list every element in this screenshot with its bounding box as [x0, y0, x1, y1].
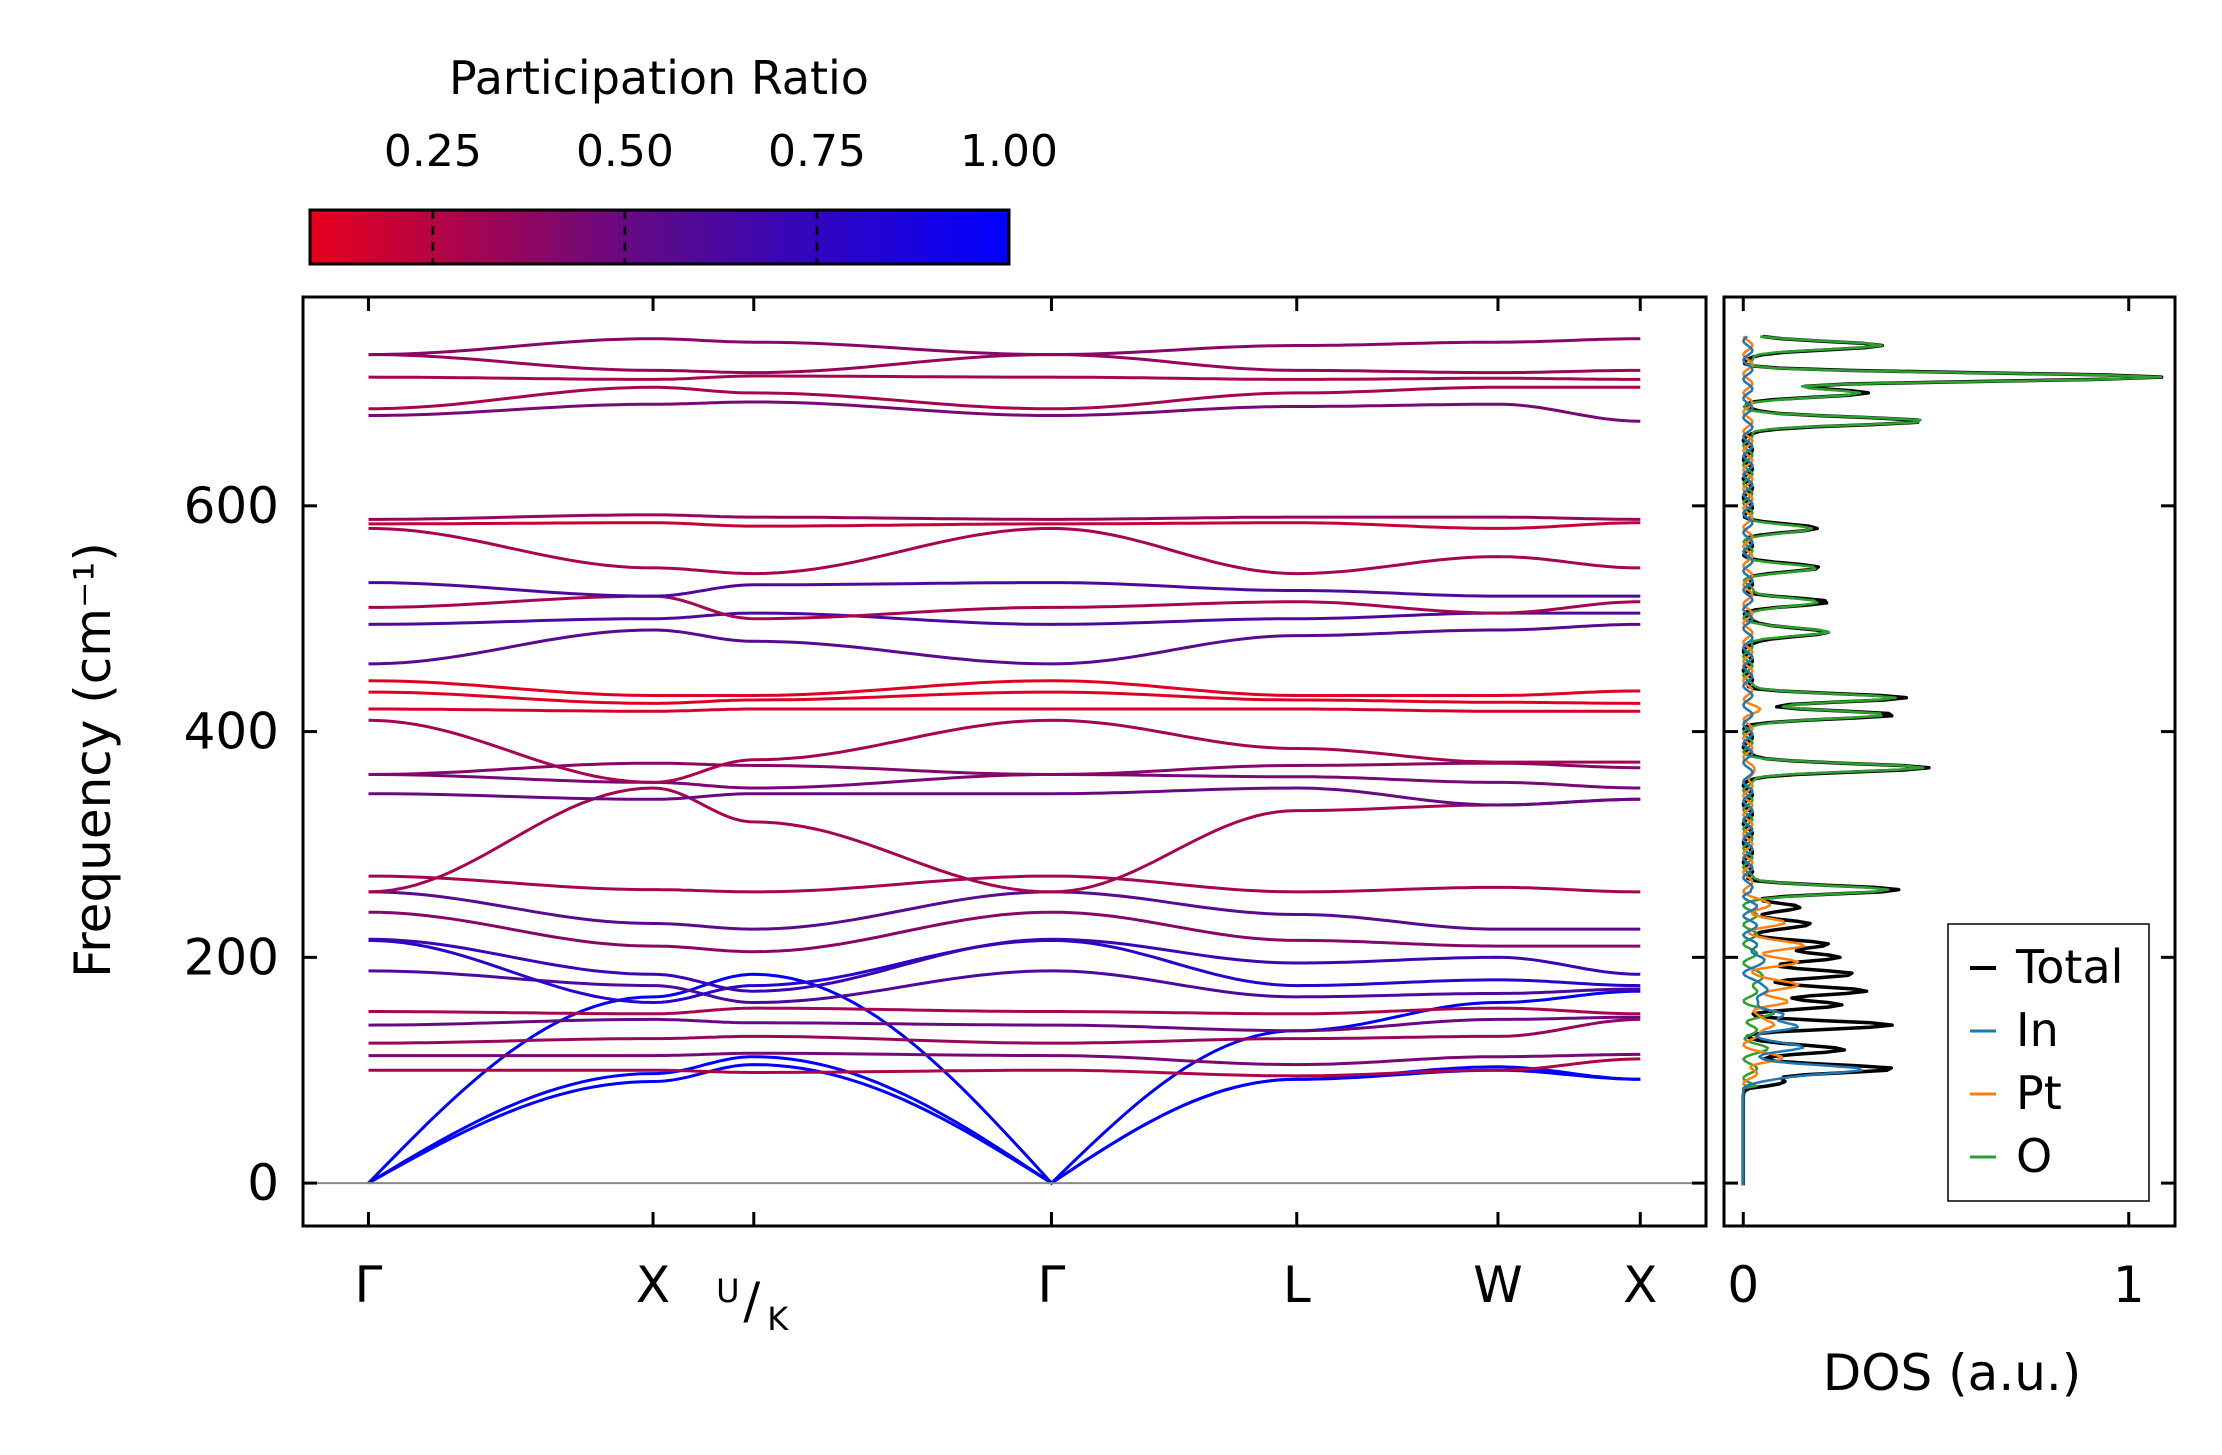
band-y-tick-label: 200 — [184, 928, 279, 986]
colorbar-ticks — [431, 210, 819, 264]
phonon-band-band-24 — [368, 611, 1641, 626]
colorbar-tick-label: 0.75 — [768, 126, 866, 177]
colorbar-gradient — [308, 208, 1011, 266]
dos-x-tick-label: 0 — [1727, 1256, 1759, 1314]
colorbar-tick-label: 1.00 — [960, 126, 1058, 177]
kpoint-label: X — [1623, 1256, 1657, 1314]
phonon-band-band-6 — [368, 1017, 1641, 1045]
phonon-band-band-11 — [368, 937, 1641, 993]
kpoint-label: Γ — [1038, 1256, 1066, 1314]
band-y-tick-label: 0 — [247, 1154, 279, 1212]
phonon-band-band-13 — [368, 890, 1641, 931]
phonon-band-band-4 — [368, 1057, 1641, 1078]
legend-label-o: O — [2016, 1129, 2052, 1183]
legend-label-pt: Pt — [2016, 1066, 2062, 1120]
kpoint-label: Γ — [355, 1256, 383, 1314]
colorbar-tick-labels: 0.25 0.50 0.75 1.00 — [384, 126, 1058, 177]
legend-label-in: In — [2016, 1003, 2059, 1057]
phonon-band-band-7 — [368, 1015, 1641, 1033]
band-y-tick-label: 600 — [184, 477, 279, 535]
colorbar-tick-label: 0.25 — [384, 126, 482, 177]
band-lines — [367, 337, 1641, 1186]
colorbar-title: Participation Ratio — [449, 51, 869, 105]
dos-lines — [1741, 334, 2164, 1186]
phonon-band-band-30 — [368, 400, 1641, 423]
phonon-band-band-33 — [368, 353, 1641, 375]
phonon-band-band-31 — [368, 385, 1641, 411]
phonon-band-band-12 — [368, 910, 1641, 954]
colorbar: Participation Ratio 0.25 0.50 0.75 1.00 — [308, 51, 1058, 266]
dos-legend: Total In Pt O — [1947, 923, 2150, 1202]
kpoint-label-slash: / — [743, 1272, 760, 1330]
phonon-band-band-32 — [368, 374, 1641, 381]
legend-items: Total In Pt O — [1970, 940, 2123, 1183]
phonon-band-band-29 — [368, 513, 1641, 521]
phonon-band-band-5 — [368, 1051, 1641, 1067]
kpoint-label-u: U — [716, 1272, 739, 1310]
phonon-band-band-16 — [368, 786, 1641, 807]
band-y-axis-label: Frequency (cm⁻¹) — [64, 542, 122, 978]
dos-line-pt — [1742, 335, 1806, 1186]
dos-y-ticks — [1724, 504, 2175, 1185]
phonon-band-band-8 — [368, 1006, 1641, 1016]
phonon-band-band-18 — [368, 761, 1641, 777]
band-axes-frame — [301, 295, 1708, 1228]
dos-x-tick-label: 1 — [2113, 1256, 2145, 1314]
band-y-ticks: 0 200 400 600 — [184, 477, 1706, 1212]
phonon-band-band-27 — [368, 526, 1641, 576]
legend-frame — [1947, 923, 2150, 1202]
phonon-band-band-26 — [368, 581, 1641, 598]
kpoint-label: W — [1473, 1256, 1522, 1314]
kpoint-label: L — [1283, 1256, 1311, 1314]
phonon-band-band-21 — [368, 690, 1641, 705]
phonon-band-band-28 — [368, 521, 1641, 530]
band-structure-panel: 0 200 400 600 Γ X U / K Γ L W X Frequency (cm⁻¹) — [64, 295, 1708, 1338]
legend-label-total: Total — [2015, 940, 2123, 994]
band-x-ticks: Γ X U / K Γ L W X — [355, 297, 1657, 1338]
phonon-band-band-17 — [368, 773, 1641, 790]
kpoint-label-uk: U / K — [716, 1272, 789, 1338]
phonon-band-band-20 — [368, 707, 1641, 713]
dos-line-o — [1742, 335, 2163, 1186]
phonon-band-band-19 — [368, 718, 1641, 784]
dos-axes-frame — [1722, 295, 2177, 1228]
phonon-band-acoustic-1 — [367, 1063, 1641, 1185]
phonon-band-band-22 — [368, 679, 1641, 697]
dos-line-in — [1742, 335, 1864, 1186]
colorbar-tick-label: 0.50 — [576, 126, 674, 177]
band-y-tick-label: 400 — [184, 703, 279, 761]
dos-x-axis-label: DOS (a.u.) — [1823, 1344, 2082, 1402]
phonon-band-band-23 — [368, 622, 1641, 666]
phonon-band-band-14 — [368, 874, 1641, 894]
kpoint-label-k: K — [767, 1300, 789, 1338]
phonon-band-band-34 — [368, 337, 1641, 357]
kpoint-label: X — [636, 1256, 670, 1314]
phonon-band-acoustic-2 — [367, 1055, 1641, 1185]
phonon-band-band-9 — [368, 969, 1641, 1005]
